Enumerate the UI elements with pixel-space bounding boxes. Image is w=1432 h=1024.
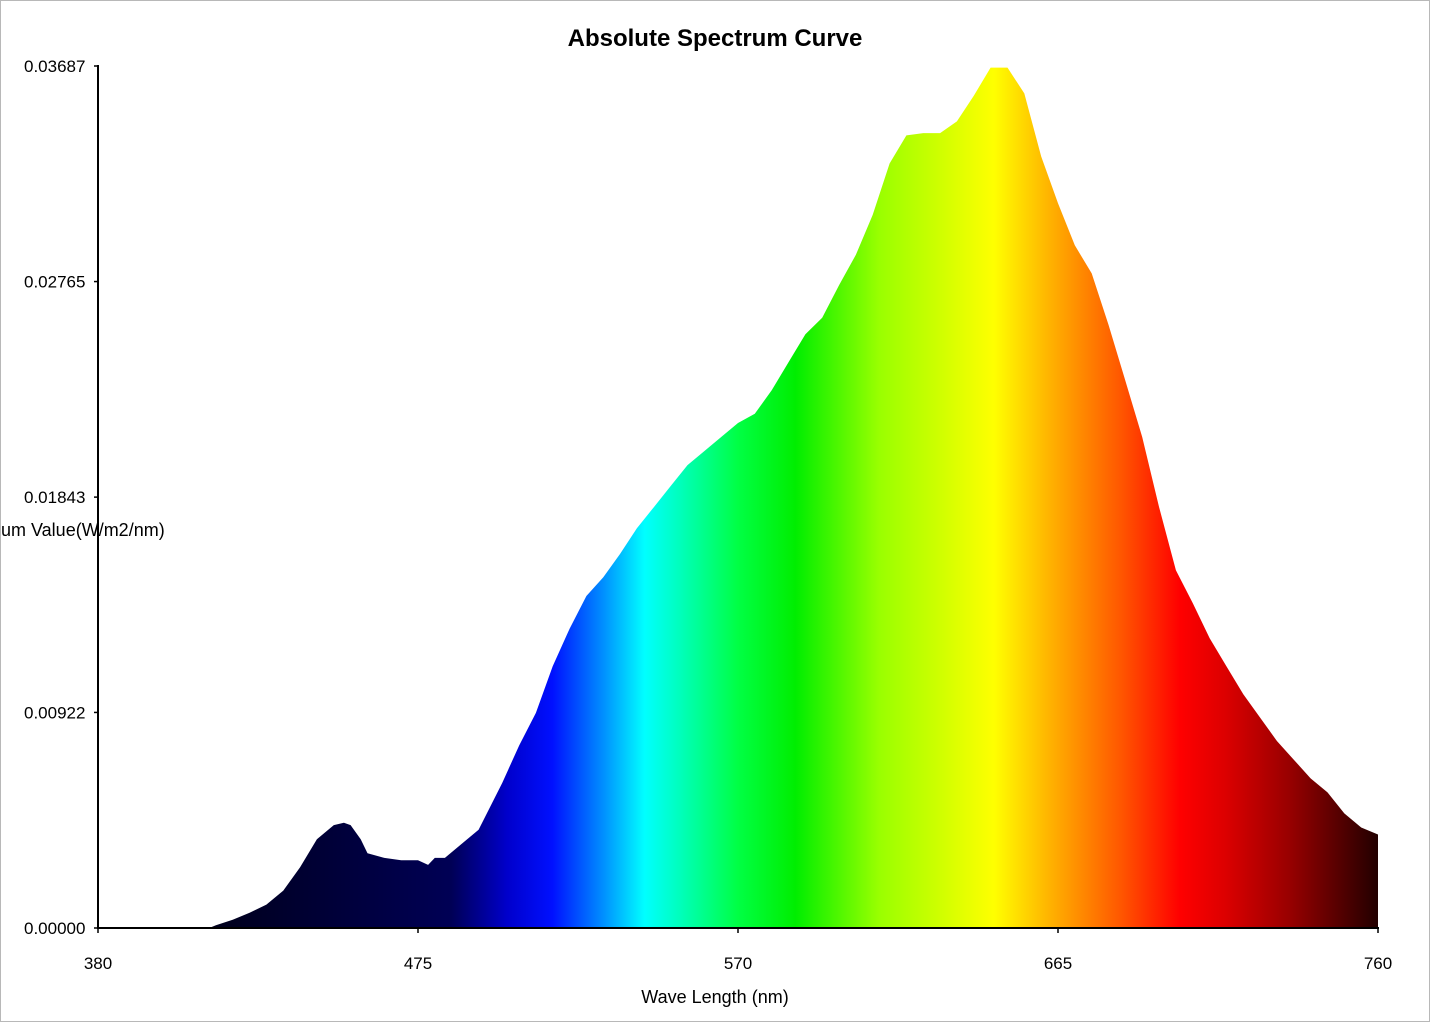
y-tick-label: 0.03687: [24, 57, 85, 76]
y-axis-label: um Value(W/m2/nm): [1, 520, 165, 540]
x-tick-label: 665: [1044, 954, 1072, 973]
y-tick-label: 0.00000: [24, 919, 85, 938]
y-tick-label: 0.00922: [24, 703, 85, 722]
x-axis-label: Wave Length (nm): [641, 987, 788, 1007]
spectrum-area: [98, 67, 1378, 929]
y-axis-ticks: 0.00000 0.00922 0.01843 0.02765 0.03687: [24, 57, 98, 938]
spectrum-area-layer: [98, 67, 1378, 929]
y-tick-label: 0.02765: [24, 273, 85, 292]
chart-title: Absolute Spectrum Curve: [568, 25, 863, 52]
y-tick-label: 0.01843: [24, 488, 85, 507]
x-tick-label: 475: [404, 954, 432, 973]
x-tick-label: 760: [1364, 954, 1392, 973]
x-axis-ticks: 380 475 570 665 760: [84, 928, 1392, 973]
x-tick-label: 380: [84, 954, 112, 973]
x-tick-label: 570: [724, 954, 752, 973]
